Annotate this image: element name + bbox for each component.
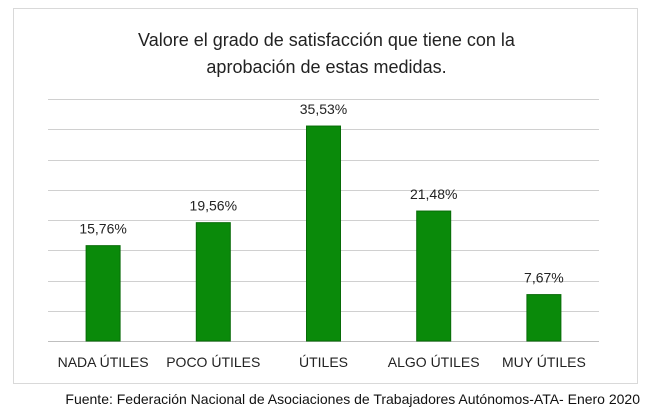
bar-2 [195, 222, 231, 342]
chart-title-line-1: Valore el grado de satisfacción que tien… [138, 30, 515, 50]
category-label-2: POCO ÚTILES [166, 354, 260, 370]
bar-1 [85, 245, 121, 342]
category-label-3: ÚTILES [299, 354, 348, 370]
chart-title-line-2: aprobación de estas medidas. [206, 57, 447, 77]
source-note: Fuente: Federación Nacional de Asociacio… [65, 391, 640, 407]
chart-title: Valore el grado de satisfacción que tien… [14, 27, 639, 81]
data-label-5: 7,67% [524, 270, 564, 286]
data-label-4: 21,48% [410, 186, 457, 202]
data-label-2: 19,56% [190, 198, 237, 214]
bar-4 [416, 210, 452, 342]
bar-plot: 15,76% NADA ÚTILES 19,56% POCO ÚTILES 35,53%… [48, 99, 599, 370]
category-label-5: MUY ÚTILES [502, 354, 586, 370]
data-label-3: 35,53% [300, 101, 347, 117]
chart-frame: Valore el grado de satisfacción que tien… [13, 8, 638, 384]
bar-5 [526, 294, 562, 342]
bar-3 [306, 125, 341, 342]
category-label-4: ALGO ÚTILES [388, 354, 480, 370]
category-label-1: NADA ÚTILES [58, 354, 149, 370]
data-label-1: 15,76% [79, 221, 126, 237]
